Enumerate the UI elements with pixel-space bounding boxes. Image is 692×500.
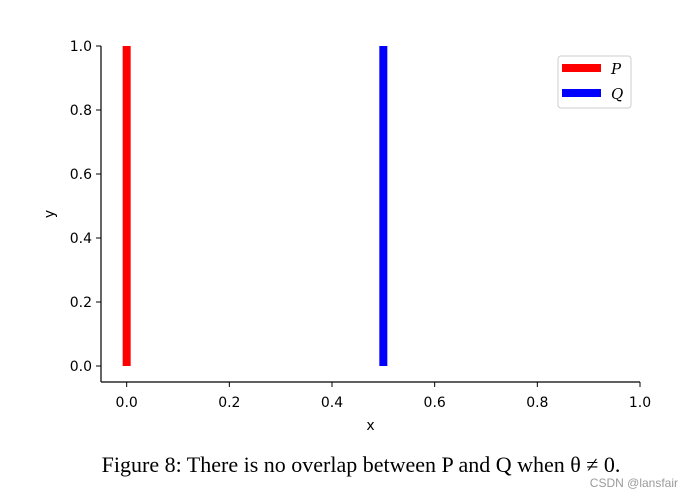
x-tick-label: 0.2 (218, 395, 240, 411)
x-tick-label: 0.4 (321, 395, 343, 411)
y-tick-label: 0.8 (70, 103, 92, 119)
x-tick-label: 1.0 (629, 395, 651, 411)
x-axis-label: x (366, 418, 374, 434)
figure-caption: Figure 8: There is no overlap between P … (101, 452, 621, 477)
y-tick-label: 0.6 (70, 167, 92, 183)
axes-layer (100, 46, 640, 383)
series-layer (122, 46, 388, 366)
ticks-layer: 0.0 0.2 0.4 0.6 0.8 1.0 0.0 0.2 0.4 0.6 0.8 1.0 (70, 39, 651, 411)
y-axis-label: y (42, 210, 58, 218)
y-tick-label: 0.4 (70, 231, 92, 247)
x-tick-label: 0.8 (526, 395, 548, 411)
legend-label-q: Q (611, 85, 623, 103)
watermark: CSDN @lansfair (589, 476, 678, 490)
legend-label-p: P (610, 60, 622, 78)
y-tick-label: 1.0 (70, 39, 92, 55)
y-tick-label: 0.2 (70, 295, 92, 311)
x-tick-label: 0.0 (116, 395, 138, 411)
legend: PQ (557, 55, 632, 109)
x-tick-label: 0.6 (424, 395, 446, 411)
y-tick-label: 0.0 (70, 359, 92, 375)
